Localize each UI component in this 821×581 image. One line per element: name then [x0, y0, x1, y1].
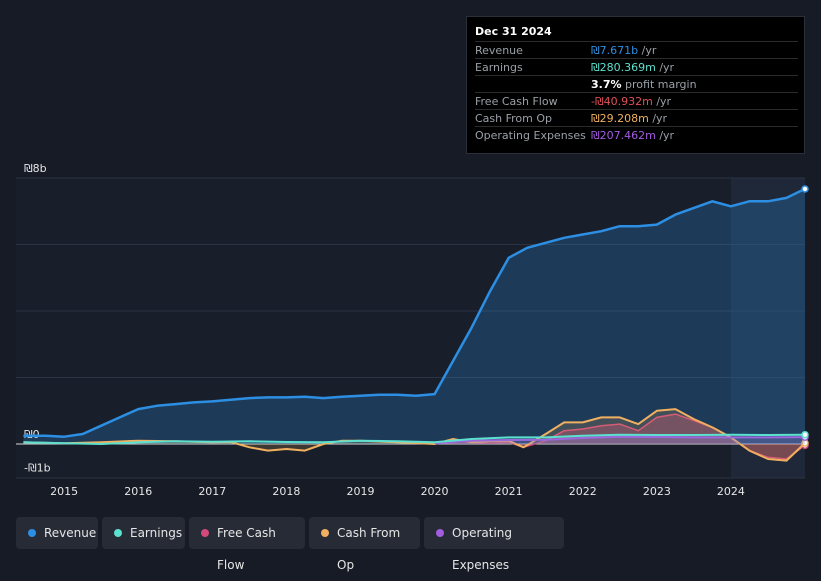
tooltip-unit: /yr — [652, 112, 668, 125]
legend-label: Revenue — [44, 526, 97, 540]
earnings-line — [23, 433, 806, 445]
x-tick-label: 2023 — [643, 485, 671, 498]
earnings-end-point — [801, 430, 809, 439]
x-tick-label: 2016 — [124, 485, 152, 498]
tooltip-row-free-cash-flow: Free Cash Flow -₪40.932m /yr — [475, 92, 798, 110]
legend-dot-icon — [201, 529, 209, 537]
revenue-end-point — [801, 185, 809, 193]
tooltip-unit: /yr — [641, 44, 657, 57]
legend-dot-icon — [28, 529, 36, 537]
tooltip-value: ₪280.369m — [591, 61, 656, 74]
tooltip-value: ₪29.208m — [591, 112, 649, 125]
tooltip-date: Dec 31 2024 — [475, 25, 552, 38]
tooltip-row-earnings: Earnings ₪280.369m /yr — [475, 58, 798, 76]
legend-dot-icon — [436, 529, 444, 537]
tooltip-value: 3.7% — [591, 78, 622, 91]
y-tick-label: -₪1b — [24, 461, 51, 474]
legend-item-free-cash-flow[interactable]: Free Cash Flow — [189, 517, 305, 572]
legend-label: Earnings — [130, 526, 183, 540]
x-tick-label: 2020 — [421, 485, 449, 498]
tooltip-label: Free Cash Flow — [475, 95, 558, 108]
legend-label: Free Cash Flow — [217, 526, 276, 572]
forecast-highlight-region — [730, 178, 805, 478]
tooltip-unit: profit margin — [625, 78, 697, 91]
tooltip-row-profit-margin: 3.7% profit margin — [475, 75, 798, 93]
tooltip-value: ₪7.671b — [591, 44, 639, 57]
tooltip-label: Cash From Op — [475, 112, 553, 125]
legend-item-cash-from-op[interactable]: Cash From Op — [309, 517, 420, 572]
revenue-area — [23, 188, 805, 444]
tooltip-value: ₪207.462m — [591, 129, 656, 142]
tooltip-row-revenue: Revenue ₪7.671b /yr — [475, 41, 798, 59]
x-tick-label: 2017 — [198, 485, 226, 498]
cash-from-op-area — [23, 409, 805, 461]
legend-dot-icon — [114, 529, 122, 537]
tooltip-row-operating-expenses: Operating Expenses ₪207.462m /yr — [475, 126, 798, 144]
tooltip: Dec 31 2024 Revenue ₪7.671b /yr Earnings… — [466, 16, 805, 154]
legend-label: Operating Expenses — [452, 526, 512, 572]
x-tick-label: 2024 — [717, 485, 745, 498]
tooltip-unit: /yr — [659, 129, 675, 142]
legend-item-revenue[interactable]: Revenue — [16, 517, 98, 549]
x-tick-label: 2015 — [50, 485, 78, 498]
x-tick-label: 2018 — [272, 485, 300, 498]
tooltip-row-cash-from-op: Cash From Op ₪29.208m /yr — [475, 109, 798, 127]
tooltip-label: Earnings — [475, 61, 523, 74]
revenue-line — [23, 187, 806, 438]
tooltip-value: -₪40.932m — [591, 95, 653, 108]
plot-background — [16, 178, 805, 478]
tooltip-unit: /yr — [656, 95, 672, 108]
operating-expenses-line — [434, 435, 806, 445]
tooltip-label: Operating Expenses — [475, 129, 586, 142]
legend-item-operating-expenses[interactable]: Operating Expenses — [424, 517, 564, 572]
legend-label: Cash From Op — [337, 526, 401, 572]
x-tick-label: 2019 — [346, 485, 374, 498]
x-tick-label: 2022 — [569, 485, 597, 498]
tooltip-unit: /yr — [659, 61, 675, 74]
operating-expenses-area — [434, 436, 805, 444]
legend-dot-icon — [321, 529, 329, 537]
y-tick-label: ₪8b — [24, 162, 47, 175]
legend-item-earnings[interactable]: Earnings — [102, 517, 185, 549]
tooltip-label: Revenue — [475, 44, 523, 57]
x-tick-label: 2021 — [495, 485, 523, 498]
